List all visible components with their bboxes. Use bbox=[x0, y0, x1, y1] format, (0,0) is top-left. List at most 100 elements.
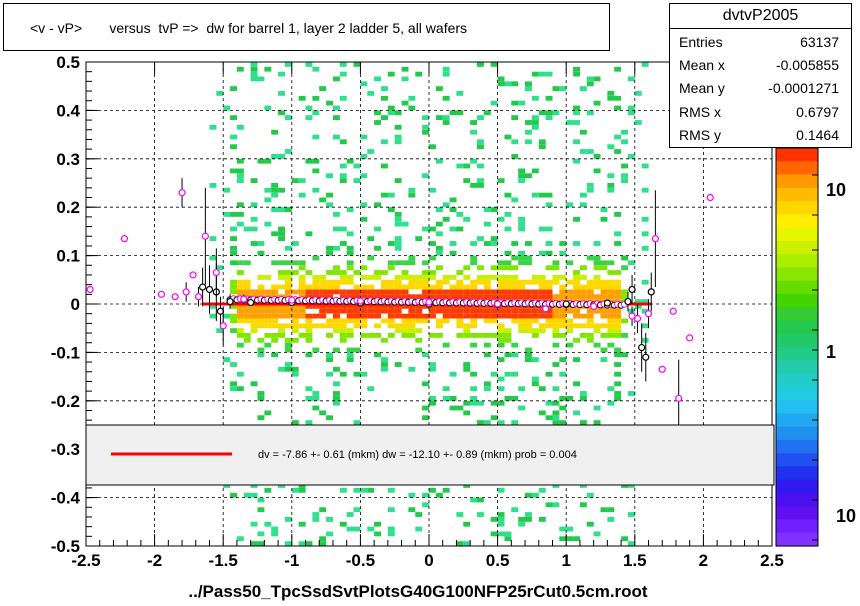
heat-cell bbox=[600, 216, 608, 222]
heat-cell bbox=[333, 347, 340, 353]
heat-cell bbox=[250, 521, 258, 527]
heat-cell bbox=[442, 95, 450, 101]
heat-cell bbox=[566, 342, 574, 348]
heat-cell bbox=[264, 323, 272, 329]
heat-cell bbox=[264, 66, 272, 72]
heat-cell bbox=[614, 95, 622, 101]
heat-cell bbox=[257, 76, 265, 82]
heat-cell bbox=[230, 168, 237, 174]
heat-cell bbox=[579, 391, 587, 396]
heat-cell bbox=[230, 284, 237, 290]
heat-cell bbox=[538, 226, 546, 232]
heat-cell bbox=[552, 318, 560, 324]
heat-cell bbox=[449, 241, 457, 246]
heat-cell bbox=[538, 410, 546, 416]
heat-cell bbox=[243, 260, 251, 266]
heat-cell bbox=[463, 521, 471, 527]
heat-cell bbox=[339, 95, 347, 101]
heat-cell bbox=[531, 115, 539, 120]
heat-cell bbox=[586, 284, 594, 290]
heat-cell bbox=[525, 318, 532, 324]
heat-cell bbox=[250, 323, 258, 329]
heat-cell bbox=[607, 187, 615, 193]
heat-cell bbox=[387, 507, 395, 513]
heat-cell bbox=[525, 289, 532, 295]
heat-cell bbox=[518, 178, 526, 183]
heat-cell bbox=[504, 250, 512, 256]
heat-cell bbox=[250, 76, 258, 82]
heat-cell bbox=[621, 129, 628, 135]
heat-cell bbox=[586, 318, 594, 324]
heat-cell bbox=[284, 541, 292, 546]
heat-cell bbox=[312, 347, 320, 353]
heat-cell bbox=[435, 333, 443, 338]
heat-cell bbox=[504, 531, 512, 537]
heat-cell bbox=[408, 187, 416, 193]
heat-cell bbox=[490, 100, 498, 106]
heat-cell bbox=[593, 284, 601, 290]
colorbar-swatch bbox=[776, 479, 818, 494]
heat-cell bbox=[483, 333, 491, 338]
heat-cell bbox=[278, 270, 285, 275]
heat-cell bbox=[442, 308, 450, 314]
colorbar-swatch bbox=[776, 400, 818, 414]
profile-point-magenta bbox=[157, 290, 166, 298]
heat-cell bbox=[477, 512, 484, 517]
heat-cell bbox=[271, 187, 279, 193]
heat-cell bbox=[531, 120, 539, 125]
heat-cell bbox=[627, 154, 635, 159]
heat-cell bbox=[607, 507, 615, 513]
heat-cell bbox=[579, 284, 587, 290]
heat-cell bbox=[504, 81, 512, 87]
heat-cell bbox=[463, 284, 471, 290]
heat-cell bbox=[531, 124, 539, 130]
heat-cell bbox=[470, 284, 478, 290]
heat-cell bbox=[353, 507, 361, 513]
heat-cell bbox=[545, 265, 553, 271]
heat-cell bbox=[607, 260, 615, 266]
heat-cell bbox=[607, 517, 615, 522]
colorbar-swatch bbox=[776, 360, 818, 375]
heat-cell bbox=[621, 163, 628, 169]
heat-cell bbox=[545, 313, 553, 319]
heat-cell bbox=[463, 294, 471, 300]
heat-cell bbox=[408, 279, 416, 285]
heat-cell bbox=[415, 236, 423, 241]
heat-cell bbox=[305, 313, 313, 319]
heat-cell bbox=[552, 110, 560, 116]
heat-cell bbox=[566, 396, 574, 401]
heat-cell bbox=[305, 62, 313, 67]
heat-cell bbox=[621, 289, 628, 295]
heat-cell bbox=[422, 124, 429, 130]
heat-cell bbox=[360, 371, 368, 377]
heat-cell bbox=[353, 347, 361, 353]
heat-cell bbox=[607, 333, 615, 338]
heat-cell bbox=[477, 163, 484, 169]
heat-cell bbox=[621, 139, 628, 145]
heat-cell bbox=[381, 337, 388, 343]
profile-point-magenta bbox=[219, 322, 227, 330]
colorbar-swatch bbox=[776, 320, 818, 335]
heat-cell bbox=[230, 115, 237, 120]
heat-cell bbox=[463, 328, 471, 333]
heat-cell bbox=[490, 275, 498, 280]
heat-cell bbox=[504, 313, 512, 319]
heat-cell bbox=[264, 313, 272, 319]
heat-cell bbox=[586, 289, 594, 295]
heat-cell bbox=[367, 149, 375, 154]
heat-cell bbox=[429, 226, 436, 232]
heat-cell bbox=[230, 381, 237, 387]
heat-cell bbox=[586, 255, 594, 261]
heat-cell bbox=[586, 110, 594, 116]
heat-cell bbox=[408, 333, 416, 338]
heat-cell bbox=[483, 275, 491, 280]
heat-cell bbox=[607, 328, 615, 333]
heat-cell bbox=[422, 115, 429, 120]
heat-cell bbox=[264, 289, 272, 295]
heat-cell bbox=[511, 507, 519, 513]
heat-cell bbox=[525, 308, 532, 314]
heat-cell bbox=[559, 294, 567, 300]
heat-cell bbox=[607, 279, 615, 285]
profile-point-magenta bbox=[201, 232, 209, 240]
heat-cell bbox=[346, 512, 354, 517]
